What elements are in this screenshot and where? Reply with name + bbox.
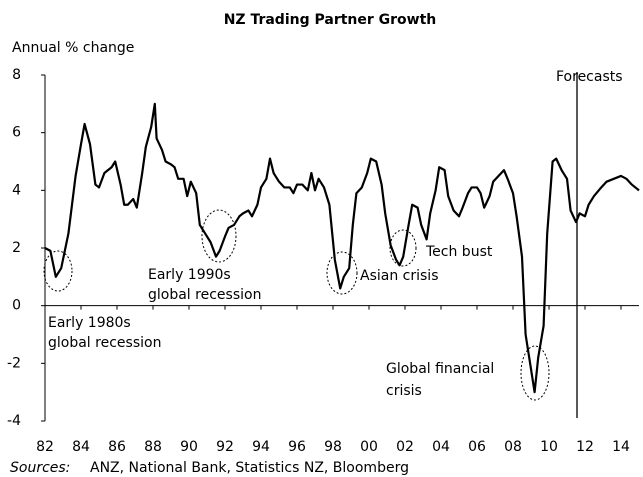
- x-tick-label: 04: [432, 439, 450, 455]
- annotation: Early 1980s: [48, 315, 131, 331]
- y-tick-label: 4: [12, 182, 21, 198]
- x-tick-label: 02: [396, 439, 414, 455]
- ellipse: [389, 229, 417, 267]
- annotation: global recession: [148, 287, 261, 303]
- x-tick-label: 00: [360, 439, 378, 455]
- x-tick-label: 84: [72, 439, 90, 455]
- source-prefix: Sources:: [10, 460, 70, 476]
- annotation: Global financial: [386, 361, 494, 377]
- y-tick-label: -2: [7, 355, 21, 371]
- x-tick-label: 88: [144, 439, 162, 455]
- x-tick-label: 10: [540, 439, 558, 455]
- ellipse: [326, 251, 358, 295]
- y-tick-label: 0: [12, 298, 21, 314]
- x-tick-label: 12: [576, 439, 594, 455]
- y-tick-label: 6: [12, 125, 21, 141]
- x-tick-label: 94: [252, 439, 270, 455]
- x-tick-label: 06: [468, 439, 486, 455]
- forecast-label: Forecasts: [556, 69, 623, 85]
- y-tick-label: 2: [12, 240, 21, 256]
- x-tick-label: 98: [324, 439, 342, 455]
- x-tick-label: 86: [108, 439, 126, 455]
- x-tick-label: 90: [180, 439, 198, 455]
- annotation: Tech bust: [425, 244, 493, 260]
- ellipse: [201, 209, 237, 263]
- x-tick-label: 92: [216, 439, 234, 455]
- x-tick-label: 08: [504, 439, 522, 455]
- source: ANZ, National Bank, Statistics NZ, Bloom…: [90, 460, 409, 476]
- y-tick-label: 8: [12, 67, 21, 83]
- y-axis-label: Annual % change: [12, 40, 134, 56]
- x-tick-label: 82: [36, 439, 54, 455]
- line-series: [44, 102, 640, 394]
- ellipse: [43, 250, 73, 292]
- ellipses: [43, 209, 550, 401]
- annotation: crisis: [386, 383, 422, 399]
- y-tick-label: -4: [7, 413, 21, 429]
- annotation: global recession: [48, 335, 161, 351]
- ellipse: [520, 345, 550, 401]
- chart-title: NZ Trading Partner Growth: [224, 12, 437, 28]
- annotation: Asian crisis: [360, 268, 438, 284]
- x-tick-label: 14: [612, 439, 630, 455]
- x-tick-label: 96: [288, 439, 306, 455]
- annotation: Early 1990s: [148, 267, 231, 283]
